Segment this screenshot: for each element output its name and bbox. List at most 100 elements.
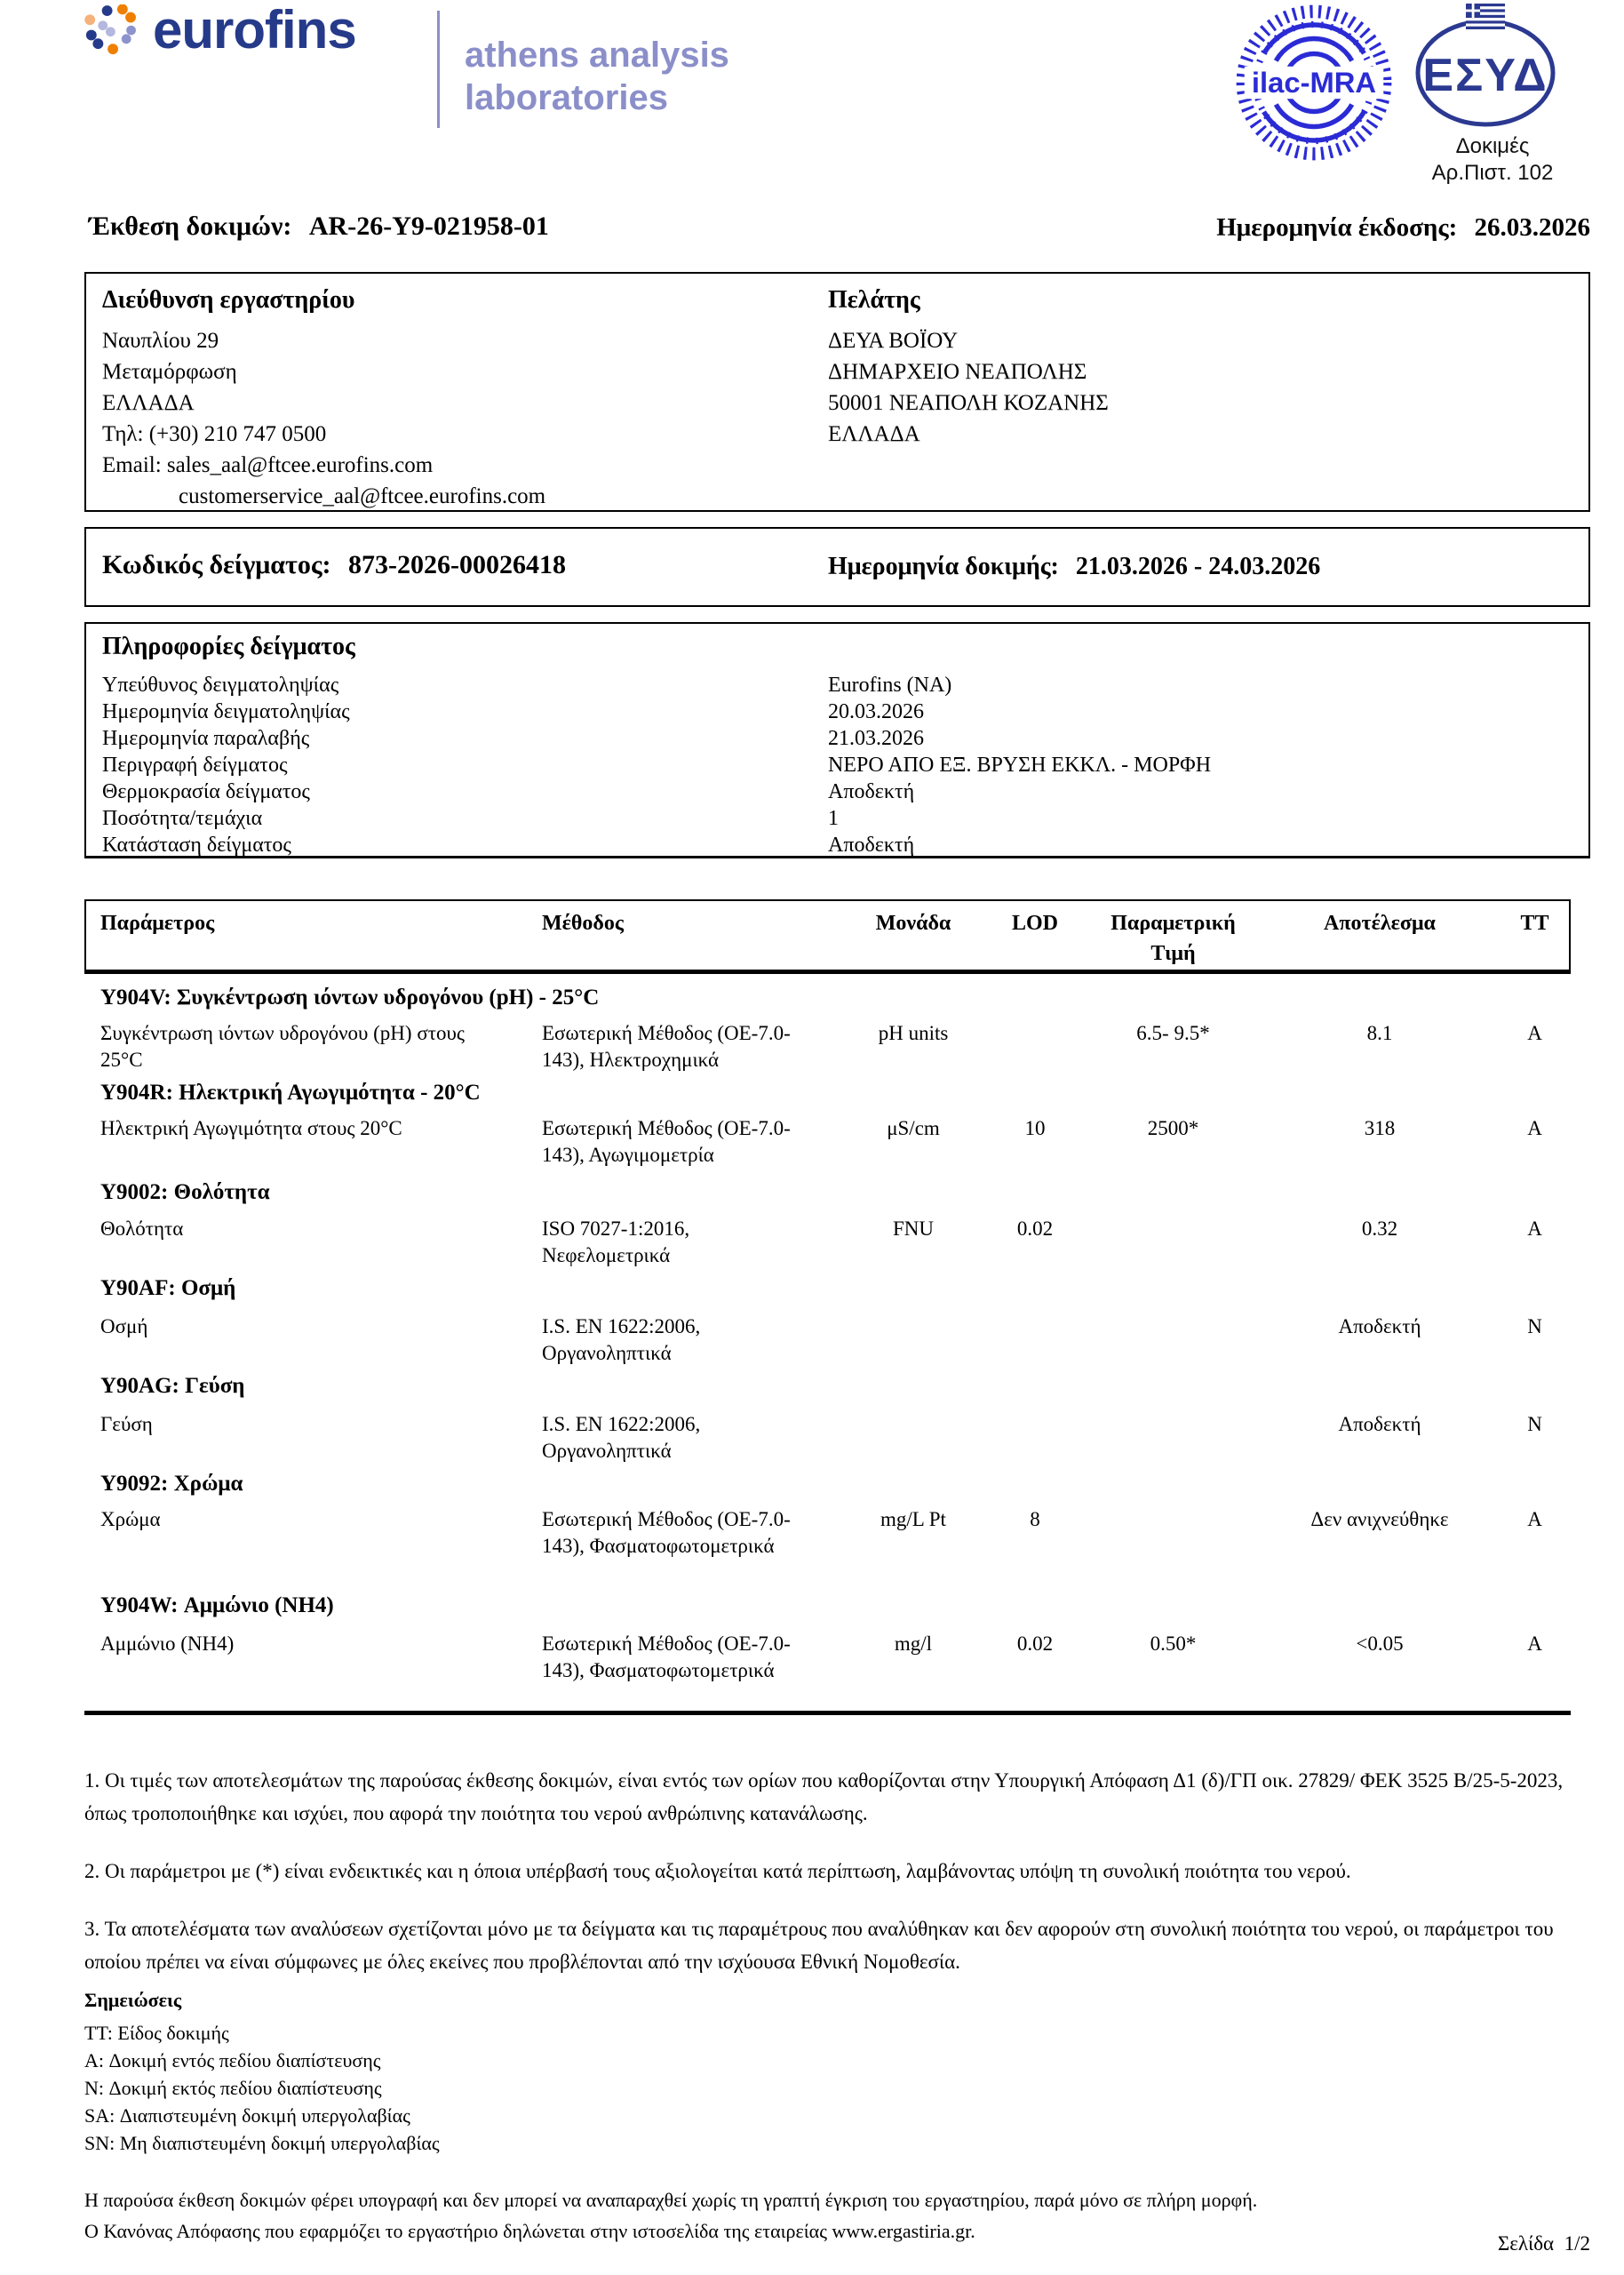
notes-section: 1. Οι τιμές των αποτελεσμάτων της παρούσ… — [84, 1764, 1595, 2003]
result-cell-parameter: Ηλεκτρική Αγωγιμότητα στους 20°C — [100, 1117, 402, 1139]
sample-info-label: Ποσότητα/τεμάχια — [102, 807, 263, 830]
sample-code-label: Κωδικός δείγματος: — [102, 550, 331, 579]
division-line2: laboratories — [465, 78, 668, 117]
sample-code-value: 873-2026-00026418 — [347, 550, 566, 579]
result-cell-unit: pH units — [878, 1022, 949, 1044]
legend-section: Σημειώσεις TT: Είδος δοκιμής A: Δοκιμή εν… — [84, 1989, 1150, 2157]
result-cell-tt: A — [1527, 1117, 1542, 1139]
sample-info-value: 21.03.2026 — [828, 727, 924, 750]
legend-item: SA: Διαπιστευμένη δοκιμή υπεργολαβίας — [84, 2104, 410, 2127]
legend-item: A: Δοκιμή εντός πεδίου διαπίστευσης — [84, 2049, 381, 2071]
client-line: 50001 ΝΕΑΠΟΛΗ ΚΟΖΑΝΗΣ — [828, 391, 1109, 415]
sample-info-value: 20.03.2026 — [828, 700, 924, 723]
col-header-lod: LOD — [1011, 912, 1058, 935]
note-paragraph: 2. Οι παράμετροι με (*) είναι ενδεικτικέ… — [84, 1860, 1351, 1882]
col-header-parameter: Παράμετρος — [100, 912, 215, 935]
result-cell-lod: 0.02 — [1016, 1217, 1054, 1240]
client-line: ΕΛΛΑΔΑ — [828, 422, 920, 446]
result-cell-unit: mg/l — [894, 1632, 933, 1655]
results-table-header: Παράμετρος Μέθοδος Μονάδα LOD Παραμετρικ… — [84, 899, 1571, 974]
col-header-method: Μέθοδος — [542, 912, 625, 935]
sample-info-label: Θερμοκρασία δείγματος — [102, 780, 310, 803]
sample-info-value: ΝΕΡΟ ΑΠΟ ΕΞ. ΒΡΥΣΗ ΕΚΚΛ. - ΜΟΡΦΗ — [828, 754, 1212, 777]
esyd-caption-line2: Αρ.Πιστ. 102 — [1431, 161, 1554, 185]
lab-address-section: Διεύθυνση εργαστηρίου Ναυπλίου 29 Μεταμό… — [102, 286, 545, 512]
result-cell-param_value: 0.50* — [1150, 1632, 1197, 1655]
issue-date: Ημερομηνία έκδοσης: 26.03.2026 — [1216, 213, 1590, 243]
issue-date-value: 26.03.2026 — [1474, 213, 1591, 242]
sample-info-row: Ημερομηνία δειγματοληψίας 20.03.2026 — [86, 700, 1588, 727]
result-cell-param_value: 6.5- 9.5* — [1136, 1022, 1210, 1044]
legend-item: TT: Είδος δοκιμής — [84, 2022, 229, 2044]
ilac-mra-stamp-icon: ilac-MRA — [1236, 4, 1392, 161]
test-date: Ημερομηνία δοκιμής: 21.03.2026 - 24.03.2… — [828, 553, 1320, 581]
sample-info-label: Ημερομηνία δειγματοληψίας — [102, 700, 350, 723]
result-cell-result: Αποδεκτή — [1338, 1413, 1421, 1435]
client-line: ΔΗΜΑΡΧΕΙΟ ΝΕΑΠΟΛΗΣ — [828, 360, 1087, 384]
issue-date-label: Ημερομηνία έκδοσης: — [1216, 213, 1458, 242]
result-cell-method: ISO 7027-1:2016, Νεφελομετρικά — [542, 1217, 690, 1266]
lab-email-secondary: customerservice_aal@ftcee.eurofins.com — [179, 484, 546, 508]
result-cell-lod: 8 — [1030, 1508, 1040, 1530]
client-section: Πελάτης ΔΕΥΑ ΒΟΪΟΥ ΔΗΜΑΡΧΕΙΟ ΝΕΑΠΟΛΗΣ 50… — [828, 286, 1109, 450]
result-cell-parameter: Συγκέντρωση ιόντων υδρογόνου (pH) στους … — [100, 1022, 465, 1071]
result-cell-tt: A — [1527, 1632, 1542, 1655]
note-paragraph: 3. Τα αποτελέσματα των αναλύσεων σχετίζο… — [84, 1918, 1554, 1973]
sample-info-box: Πληροφορίες δείγματος Υπεύθυνος δειγματο… — [84, 622, 1590, 858]
result-cell-method: Εσωτερική Μέθοδος (ΟΕ-7.0-143), Ηλεκτροχ… — [542, 1022, 791, 1071]
eurofins-wordmark: eurofins — [153, 0, 357, 60]
result-cell-method: Εσωτερική Μέθοδος (ΟΕ-7.0-143), Φασματοφ… — [542, 1508, 791, 1557]
result-group-title: Y90AF: Οσμή — [100, 1276, 236, 1300]
sample-info-row: Περιγραφή δείγματος ΝΕΡΟ ΑΠΟ ΕΞ. ΒΡΥΣΗ ΕΚ… — [86, 754, 1588, 780]
lab-and-client-box: Διεύθυνση εργαστηρίου Ναυπλίου 29 Μεταμό… — [84, 272, 1590, 512]
lab-phone: Τηλ: (+30) 210 747 0500 — [102, 422, 327, 446]
lab-email: Email: sales_aal@ftcee.eurofins.com — [102, 453, 434, 477]
result-cell-tt: N — [1527, 1413, 1542, 1435]
sample-info-label: Υπεύθυνος δειγματοληψίας — [102, 674, 339, 697]
sample-info-label: Κατάσταση δείγματος — [102, 834, 291, 857]
sample-info-value: Αποδεκτή — [828, 780, 915, 803]
result-cell-method: I.S. EN 1622:2006, Οργανοληπτικά — [542, 1413, 701, 1462]
sample-info-label: Ημερομηνία παραλαβής — [102, 727, 310, 750]
esyd-label: ΕΣΥΔ — [1422, 50, 1548, 101]
result-cell-tt: N — [1527, 1315, 1542, 1337]
result-cell-parameter: Οσμή — [100, 1315, 148, 1337]
col-header-parametric-value-line2: Τιμή — [1150, 942, 1196, 965]
report-title: Έκθεση δοκιμών: AR-26-Y9-021958-01 — [89, 212, 549, 242]
ilac-mra-label: ilac-MRA — [1252, 66, 1376, 99]
result-group-title: Y904V: Συγκέντρωση ιόντων υδρογόνου (pH)… — [100, 986, 600, 1010]
result-cell-result: Δεν ανιχνεύθηκε — [1310, 1508, 1449, 1530]
result-cell-lod: 0.02 — [1016, 1632, 1054, 1655]
lab-address-heading: Διεύθυνση εργαστηρίου — [102, 286, 355, 314]
result-cell-unit: mg/L Pt — [880, 1508, 946, 1530]
result-cell-tt: A — [1527, 1217, 1542, 1240]
result-cell-parameter: Αμμώνιο (NH4) — [100, 1632, 235, 1655]
sample-info-value: 1 — [828, 807, 839, 830]
sample-code: Κωδικός δείγματος: 873-2026-00026418 — [102, 550, 566, 580]
esyd-caption-line1: Δοκιμές — [1455, 134, 1530, 158]
greek-flag-icon — [1466, 4, 1505, 29]
sample-info-row: Θερμοκρασία δείγματος Αποδεκτή — [86, 780, 1588, 807]
client-heading: Πελάτης — [828, 286, 920, 314]
sample-info-row: Ημερομηνία παραλαβής 21.03.2026 — [86, 727, 1588, 754]
legend-item: N: Δοκιμή εκτός πεδίου διαπίστευσης — [84, 2077, 382, 2099]
result-cell-unit: FNU — [892, 1217, 934, 1240]
report-title-value: AR-26-Y9-021958-01 — [308, 212, 549, 241]
sample-info-rows: Υπεύθυνος δειγματοληψίας Eurofins (NA) Ημε… — [86, 674, 1588, 860]
result-cell-result: 8.1 — [1366, 1022, 1393, 1044]
result-cell-result: Αποδεκτή — [1338, 1315, 1421, 1337]
page-number: Σελίδα 1/2 — [1497, 2232, 1590, 2255]
result-group-title: Y90AG: Γεύση — [100, 1374, 245, 1398]
lab-address-line: Μεταμόρφωση — [102, 360, 237, 384]
division-name: athens analysis laboratories — [465, 34, 729, 119]
note-paragraph: 1. Οι τιμές των αποτελεσμάτων της παρούσ… — [84, 1769, 1564, 1824]
result-cell-param_value: 2500* — [1147, 1117, 1199, 1139]
sample-info-row: Κατάσταση δείγματος Αποδεκτή — [86, 834, 1588, 860]
footer-statements: Η παρούσα έκθεση δοκιμών φέρει υπογραφή … — [84, 2184, 1595, 2247]
footer-line1: Η παρούσα έκθεση δοκιμών φέρει υπογραφή … — [84, 2189, 1258, 2211]
legend-heading: Σημειώσεις — [84, 1989, 182, 2011]
test-date-value: 21.03.2026 - 24.03.2026 — [1075, 553, 1321, 580]
result-cell-result: <0.05 — [1356, 1632, 1404, 1655]
legend-item: SN: Μη διαπιστευμένη δοκιμή υπεργολαβίας — [84, 2132, 440, 2154]
result-group-title: Y9092: Χρώμα — [100, 1472, 243, 1496]
